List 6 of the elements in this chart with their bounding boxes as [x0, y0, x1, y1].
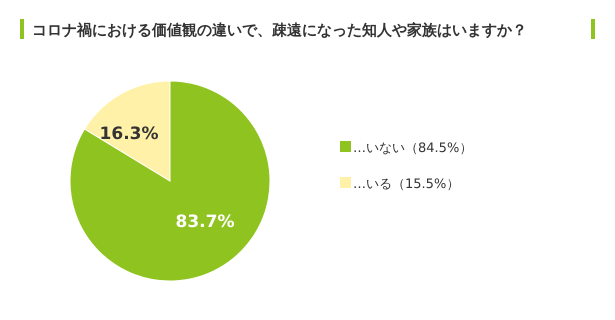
data-label: 16.3% — [100, 124, 159, 144]
data-label: 83.7% — [176, 212, 234, 232]
pie-slice — [70, 80, 270, 282]
chart-title: コロナ禍における価値観の違いで、疎遠になった知人や家族はいますか？ — [32, 21, 527, 39]
legend-label: …いない（84.5%） — [353, 141, 472, 156]
legend-label: …いる（15.5%） — [353, 177, 460, 192]
